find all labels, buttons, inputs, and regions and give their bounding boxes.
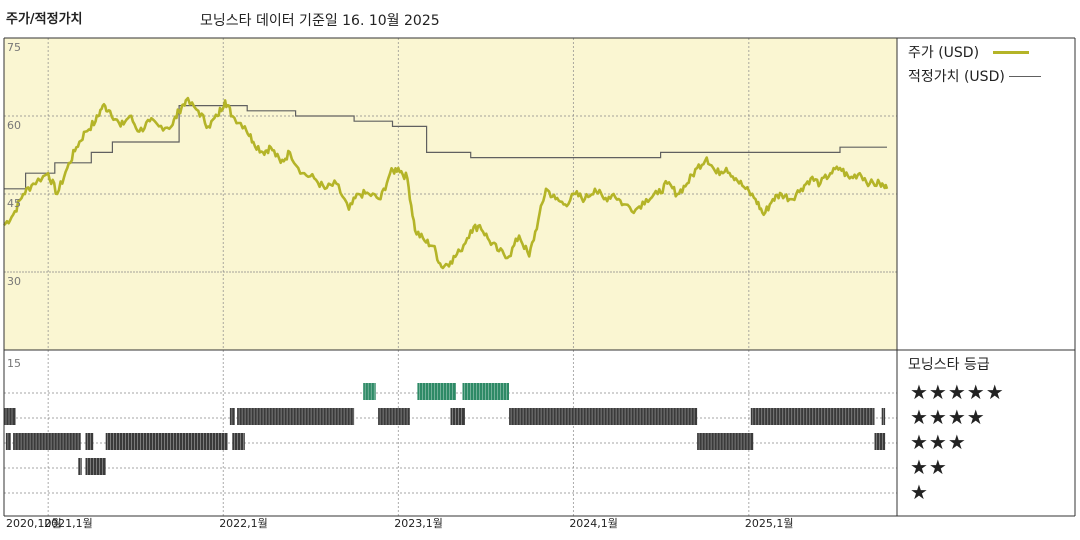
legend-fair-value: 적정가치 (USD)	[908, 66, 1041, 86]
rating-period-bar	[5, 433, 11, 450]
legend-price-label: 주가 (USD)	[908, 45, 980, 61]
rating-period-bar	[509, 408, 698, 425]
x-tick-label: 2024,1월	[569, 517, 618, 530]
x-tick-label: 2021,1월	[44, 517, 93, 530]
rating-period-bar	[85, 433, 94, 450]
legend-price: 주가 (USD)	[908, 42, 1030, 62]
y-tick-label: 60	[7, 119, 21, 132]
rating-row-1-star: ★	[910, 480, 929, 504]
rating-row-5-stars: ★★★★★	[910, 380, 1005, 404]
rating-row-4-stars: ★★★★	[910, 405, 986, 429]
rating-period-bar	[237, 408, 355, 425]
y-tick-label: 75	[7, 41, 21, 54]
rating-period-bar	[13, 433, 81, 450]
rating-row-2-stars: ★★	[910, 455, 948, 479]
rating-period-bar	[232, 433, 245, 450]
rating-period-bar	[229, 408, 235, 425]
fair-value-series-line	[4, 104, 887, 190]
rating-legend-title: 모닝스타 등급	[908, 357, 990, 373]
legend-price-swatch	[993, 50, 1030, 54]
legend-fair-value-swatch	[1008, 75, 1041, 77]
rating-period-bar	[417, 383, 456, 400]
rating-period-bar	[4, 408, 16, 425]
legend-fair-value-label: 적정가치 (USD)	[908, 69, 1005, 85]
x-tick-label: 2023,1월	[394, 517, 443, 530]
rating-period-bar	[697, 433, 754, 450]
x-tick-label: 2022,1월	[219, 517, 268, 530]
rating-period-bar	[105, 433, 228, 450]
rating-row-3-stars: ★★★	[910, 430, 967, 454]
rating-period-bar	[363, 383, 376, 400]
x-tick-label: 2020,10월	[6, 517, 62, 530]
rating-axis-tick-label: 15	[7, 357, 21, 370]
chart-section-title: 주가/적정가치	[6, 12, 83, 27]
y-tick-label: 30	[7, 275, 21, 288]
x-tick-label: 2025,1월	[745, 517, 794, 530]
data-source-note: 모닝스타 데이터 기준일 16. 10월 2025	[200, 13, 440, 29]
y-tick-label: 45	[7, 197, 21, 210]
price-series-line	[3, 96, 889, 270]
